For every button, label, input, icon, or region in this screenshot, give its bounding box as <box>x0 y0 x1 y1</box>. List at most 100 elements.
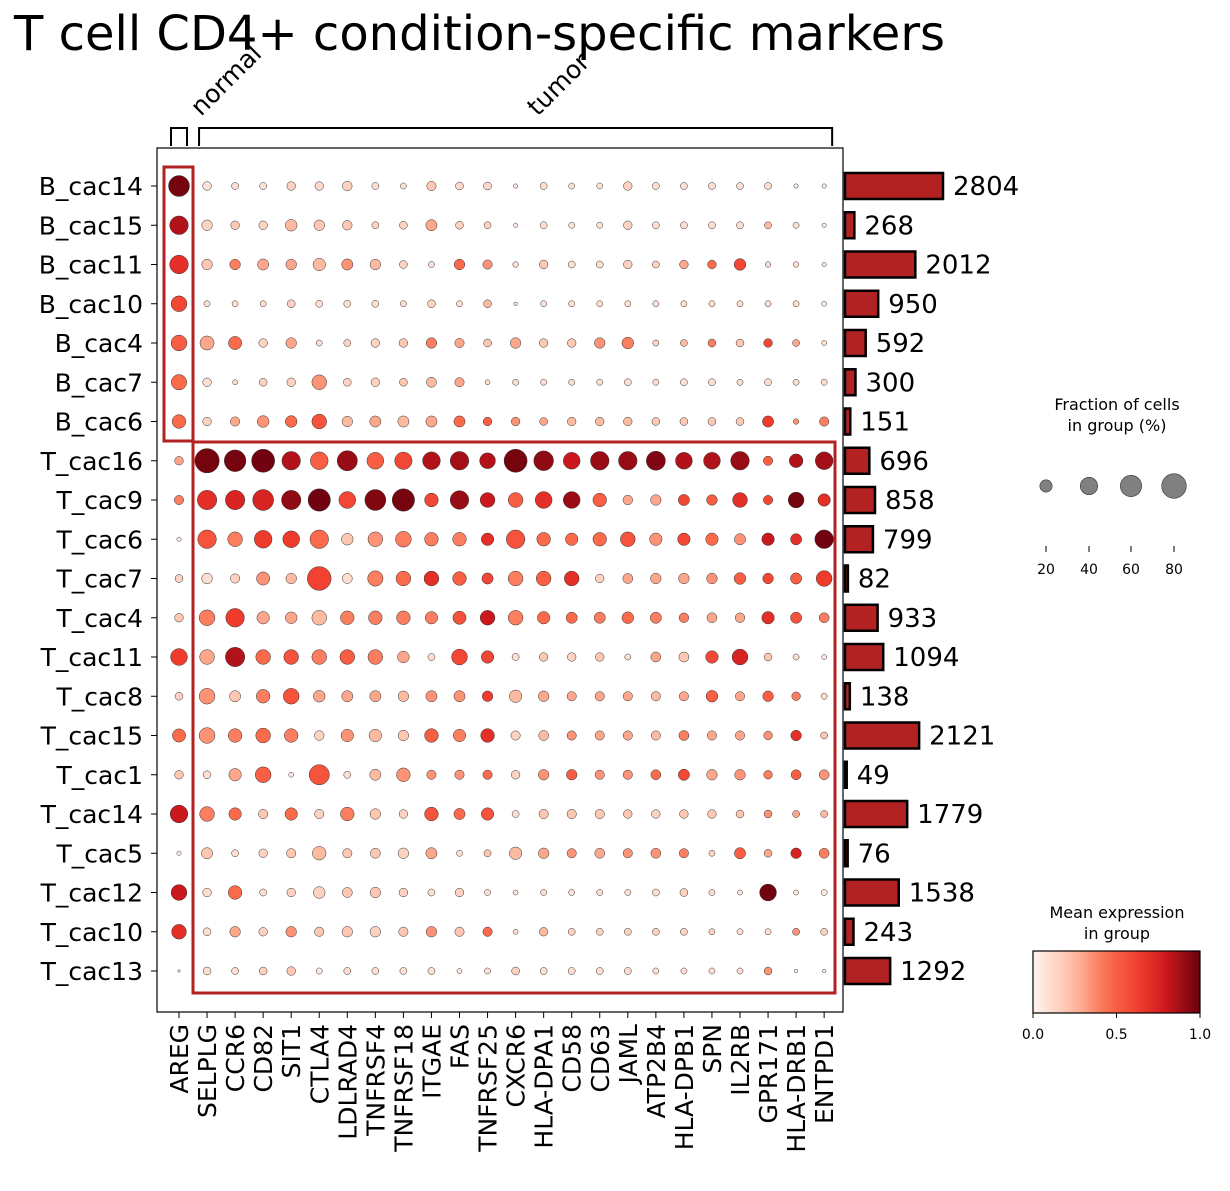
dot-T_cac4-GPR171 <box>761 611 775 625</box>
dot-T_cac6-SIT1 <box>282 530 300 548</box>
dot-T_cac6-HLA-DPB1 <box>677 532 691 546</box>
size-legend-tick-label: 80 <box>1165 562 1183 578</box>
dot-B_cac7-CD63 <box>596 378 604 386</box>
count-label: 933 <box>888 604 938 634</box>
dot-T_cac14-HLA-DPA1 <box>538 809 549 819</box>
dot-T_cac4-IL2RB <box>734 612 746 623</box>
dot-B_cac15-SPN <box>708 221 716 230</box>
dot-B_cac14-CTLA4 <box>314 181 324 191</box>
y-tick-label: T_cac13 <box>40 957 143 986</box>
dot-T_cac5-HLA-DPA1 <box>538 847 550 859</box>
dot-T_cac9-JAML <box>622 494 633 506</box>
dot-T_cac12-AREG <box>170 884 188 901</box>
count-bar <box>843 956 892 986</box>
size-legend-dot <box>1080 477 1098 495</box>
x-tick-label: CD58 <box>558 1024 587 1093</box>
dot-T_cac12-TNFRSF18 <box>398 887 408 898</box>
dot-T_cac6-HLA-DPA1 <box>536 532 551 547</box>
dot-B_cac7-CD58 <box>568 378 576 386</box>
dot-B_cac4-ENTPD1 <box>821 340 827 346</box>
dot-T_cac15-HLA-DPB1 <box>678 730 690 741</box>
dot-T_cac9-GPR171 <box>763 495 773 505</box>
dot-T_cac4-HLA-DPA1 <box>537 611 551 625</box>
dot-B_cac14-HLA-DPA1 <box>539 182 548 190</box>
dot-T_cac1-CCR6 <box>228 768 242 782</box>
dot-T_cac5-TNFRSF18 <box>397 847 409 859</box>
dot-T_cac5-SPN <box>708 849 716 857</box>
dot-T_cac10-HLA-DRB1 <box>792 927 800 936</box>
dot-T_cac8-HLA-DPB1 <box>678 691 689 702</box>
dot-T_cac7-HLA-DPB1 <box>678 572 690 585</box>
dot-T_cac13-SIT1 <box>286 966 296 976</box>
dot-T_cac7-HLA-DRB1 <box>790 572 802 585</box>
dot-T_cac1-FAS <box>454 769 465 780</box>
y-tick-label: T_cac4 <box>56 604 144 633</box>
count-label: 49 <box>857 761 890 791</box>
dot-T_cac4-ITGAE <box>424 611 438 625</box>
dot-B_cac14-CXCR6 <box>513 183 519 189</box>
dot-T_cac12-HLA-DRB1 <box>793 889 799 896</box>
dot-T_cac8-AREG <box>174 692 184 701</box>
dot-B_cac4-IL2RB <box>735 338 745 348</box>
x-tick-label: CD82 <box>249 1024 278 1093</box>
count-bar <box>843 211 856 240</box>
count-bar <box>843 368 857 397</box>
dot-B_cac15-ITGAE <box>425 219 438 232</box>
dot-T_cac8-SELPLG <box>198 688 216 705</box>
dot-T_cac13-CD63 <box>595 967 604 975</box>
dot-T_cac9-FAS <box>449 490 470 510</box>
dot-B_cac6-SPN <box>707 417 717 426</box>
dot-T_cac9-ATP2B4 <box>650 494 662 506</box>
dot-T_cac4-TNFRSF25 <box>479 610 496 626</box>
y-tick-label: T_cac9 <box>56 486 144 515</box>
y-tick-label: T_cac14 <box>40 800 143 829</box>
dot-T_cac15-CTLA4 <box>314 730 325 741</box>
dot-T_cac1-ENTPD1 <box>818 769 830 780</box>
dot-T_cac13-CXCR6 <box>511 966 520 976</box>
dot-T_cac12-ATP2B4 <box>652 888 660 897</box>
dot-T_cac11-HLA-DRB1 <box>792 653 800 661</box>
x-tick-label: LDLRAD4 <box>333 1024 362 1140</box>
dot-B_cac7-TNFRSF25 <box>484 379 491 385</box>
dot-T_cac16-TNFRSF4 <box>366 452 384 470</box>
x-tick-label: FAS <box>446 1024 475 1069</box>
dot-T_cac7-TNFRSF25 <box>481 572 494 585</box>
dot-T_cac14-ENTPD1 <box>820 810 828 818</box>
dot-B_cac15-LDLRAD4 <box>342 220 353 231</box>
dot-T_cac4-CXCR6 <box>507 610 524 626</box>
dot-T_cac16-ATP2B4 <box>646 450 666 471</box>
x-tick-label: TNFRSF18 <box>389 1024 418 1153</box>
dot-B_cac15-HLA-DPB1 <box>680 221 688 230</box>
dot-T_cac7-CTLA4 <box>307 566 332 591</box>
dot-B_cac4-AREG <box>170 334 188 352</box>
dot-T_cac14-CD63 <box>594 809 605 819</box>
dot-T_cac4-SPN <box>706 612 718 623</box>
dot-T_cac15-JAML <box>622 730 633 741</box>
dot-B_cac7-TNFRSF18 <box>399 378 408 387</box>
dot-T_cac10-TNFRSF25 <box>482 926 493 937</box>
dot-T_cac1-CD58 <box>566 769 578 781</box>
dot-T_cac1-CD63 <box>594 769 605 780</box>
dot-T_cac5-JAML <box>622 848 633 859</box>
dot-T_cac15-IL2RB <box>735 730 745 741</box>
dot-B_cac10-AREG <box>170 295 188 312</box>
dot-B_cac15-CXCR6 <box>513 222 519 228</box>
dot-T_cac8-JAML <box>622 691 633 702</box>
count-bar <box>843 799 909 829</box>
dot-B_cac4-HLA-DPA1 <box>539 338 549 348</box>
dot-B_cac14-TNFRSF25 <box>483 181 492 191</box>
dot-T_cac7-ATP2B4 <box>650 572 662 585</box>
y-tick-label: T_cac1 <box>56 761 144 790</box>
count-bar <box>843 171 945 201</box>
dot-T_cac4-AREG <box>174 613 184 623</box>
y-tick-label: T_cac8 <box>56 682 144 711</box>
dot-T_cac6-IL2RB <box>734 533 746 546</box>
dot-B_cac4-LDLRAD4 <box>343 339 352 347</box>
dot-T_cac11-ITGAE <box>427 653 436 661</box>
dot-T_cac8-TNFRSF18 <box>397 690 409 702</box>
dot-T_cac10-IL2RB <box>736 928 744 936</box>
dot-T_cac10-TNFRSF18 <box>398 926 409 937</box>
dot-B_cac6-TNFRSF4 <box>369 415 382 428</box>
x-tick-label: HLA-DPA1 <box>530 1024 559 1149</box>
